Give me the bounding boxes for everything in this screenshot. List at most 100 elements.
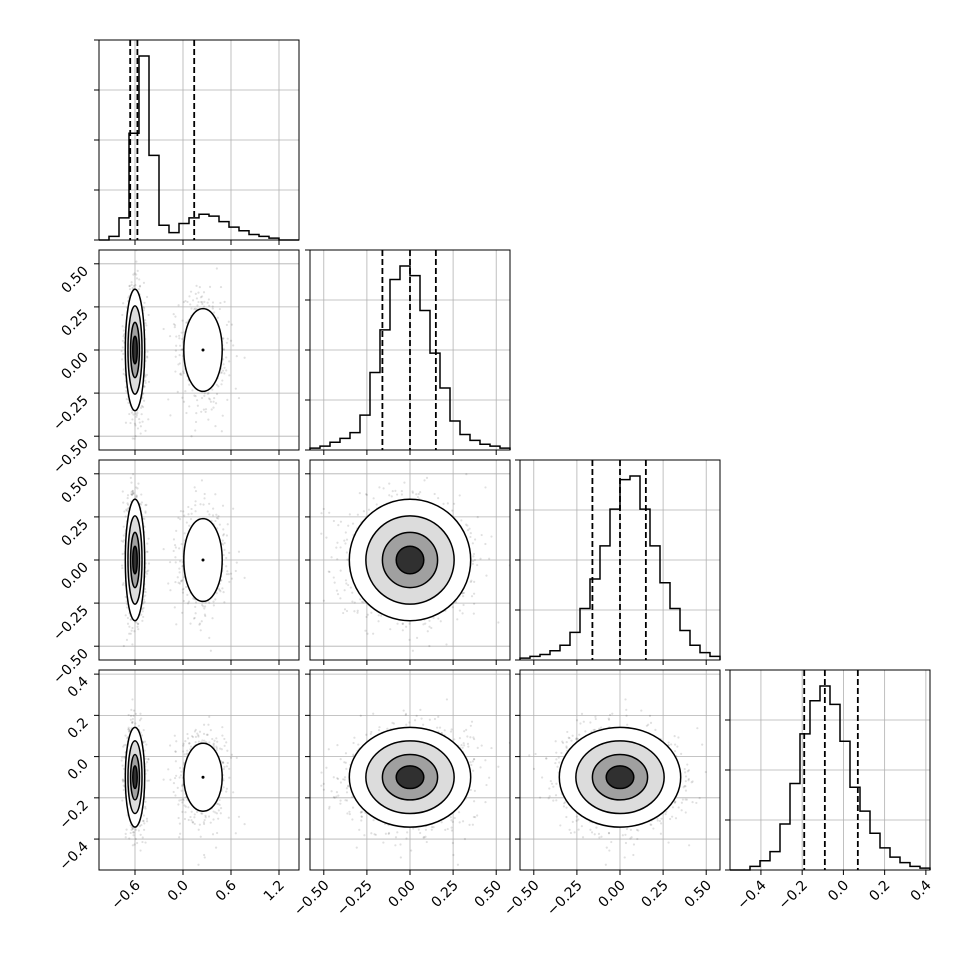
sample-point: [182, 591, 184, 593]
sample-point: [228, 321, 230, 323]
sample-point: [472, 563, 474, 565]
contour-0-3: [133, 336, 137, 364]
sample-point: [145, 322, 147, 324]
sample-point: [125, 614, 127, 616]
sample-point: [474, 538, 476, 540]
sample-point: [146, 573, 148, 575]
sample-point: [203, 395, 205, 397]
sample-point: [212, 601, 214, 603]
sample-point: [140, 425, 142, 427]
sample-point: [128, 285, 130, 287]
sample-point: [222, 528, 224, 530]
sample-point: [191, 513, 193, 515]
sample-point: [178, 568, 180, 570]
sample-point: [363, 510, 365, 512]
sample-point: [210, 401, 212, 403]
sample-point: [333, 520, 335, 522]
sample-point: [189, 303, 191, 305]
sample-point: [135, 413, 137, 415]
sample-point: [174, 606, 176, 608]
sample-point: [221, 430, 223, 432]
sample-point: [173, 550, 175, 552]
sample-point: [428, 620, 430, 622]
sample-point: [174, 316, 176, 318]
sample-point: [122, 353, 124, 355]
sample-point: [227, 338, 229, 340]
sample-point: [344, 542, 346, 544]
sample-point: [122, 553, 124, 555]
sample-point: [226, 570, 228, 572]
sample-point: [201, 397, 203, 399]
sample-point: [344, 608, 346, 610]
sample-point: [132, 473, 134, 475]
sample-point: [125, 515, 127, 517]
sample-point: [214, 520, 216, 522]
sample-point: [213, 604, 215, 606]
sample-point: [391, 495, 393, 497]
sample-point: [216, 592, 218, 594]
sample-point: [175, 350, 177, 352]
sample-point: [350, 586, 352, 588]
sample-point: [205, 408, 207, 410]
sample-point: [135, 486, 137, 488]
sample-point: [174, 581, 176, 583]
sample-point: [121, 358, 123, 360]
sample-point: [216, 384, 218, 386]
sample-point: [380, 615, 382, 617]
sample-point: [139, 421, 141, 423]
sample-point: [199, 503, 201, 505]
sample-point: [388, 494, 390, 496]
sample-point: [181, 319, 183, 321]
sample-point: [127, 617, 129, 619]
sample-point: [359, 598, 361, 600]
sample-point: [122, 582, 124, 584]
sample-point: [174, 326, 176, 328]
sample-point: [471, 595, 473, 597]
sample-point: [197, 292, 199, 294]
sample-point: [125, 509, 127, 511]
sample-point: [346, 538, 348, 540]
sample-point: [226, 324, 228, 326]
sample-point: [207, 302, 209, 304]
sample-point: [145, 504, 147, 506]
sample-point: [144, 319, 146, 321]
sample-point: [440, 620, 442, 622]
sample-point: [224, 301, 226, 303]
sample-point: [216, 393, 218, 395]
sample-point: [188, 384, 190, 386]
sample-point: [217, 317, 219, 319]
sample-point: [196, 399, 198, 401]
sample-point: [477, 516, 479, 518]
sample-point: [192, 299, 194, 301]
sample-point: [418, 493, 420, 495]
sample-point: [203, 291, 205, 293]
sample-point: [122, 340, 124, 342]
sample-point: [208, 513, 210, 515]
sample-point: [214, 493, 216, 495]
sample-point: [122, 325, 124, 327]
sample-point: [226, 534, 228, 536]
sample-point: [148, 314, 150, 316]
sample-point: [146, 570, 148, 572]
sample-point: [123, 539, 125, 541]
sample-point: [137, 427, 139, 429]
sample-point: [131, 418, 133, 420]
sample-point: [141, 421, 143, 423]
sample-point: [128, 626, 130, 628]
sample-point: [195, 490, 197, 492]
sample-point: [126, 502, 128, 504]
sample-point: [405, 626, 407, 628]
sample-point: [208, 305, 210, 307]
sample-point: [407, 455, 409, 457]
sample-point: [351, 601, 353, 603]
sample-point: [462, 604, 464, 606]
sample-point: [174, 544, 176, 546]
sample-point: [179, 354, 181, 356]
sample-point: [476, 564, 478, 566]
sample-point: [473, 613, 475, 615]
sample-point: [129, 422, 131, 424]
sample-point: [190, 291, 192, 293]
sample-point: [143, 282, 145, 284]
sample-point: [169, 589, 171, 591]
